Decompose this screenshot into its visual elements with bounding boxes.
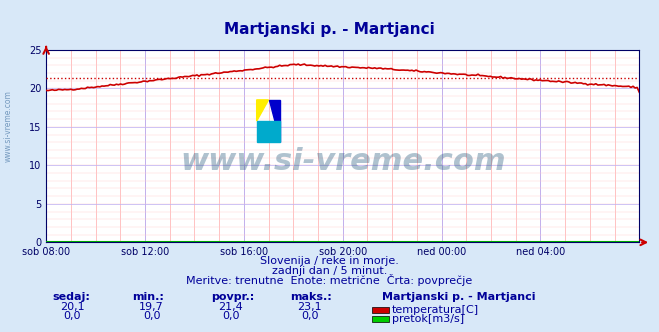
Text: 0,0: 0,0 (64, 311, 81, 321)
Text: Martjanski p. - Martjanci: Martjanski p. - Martjanci (382, 292, 536, 302)
Text: www.si-vreme.com: www.si-vreme.com (3, 90, 13, 162)
Polygon shape (257, 100, 269, 121)
Text: Martjanski p. - Martjanci: Martjanski p. - Martjanci (224, 22, 435, 38)
Text: temperatura[C]: temperatura[C] (392, 305, 479, 315)
Text: pretok[m3/s]: pretok[m3/s] (392, 314, 464, 324)
Text: 19,7: 19,7 (139, 302, 164, 312)
Text: 21,4: 21,4 (218, 302, 243, 312)
Text: 20,1: 20,1 (60, 302, 85, 312)
Text: 0,0: 0,0 (222, 311, 239, 321)
Text: maks.:: maks.: (290, 292, 331, 302)
Text: www.si-vreme.com: www.si-vreme.com (180, 147, 505, 176)
Text: 0,0: 0,0 (301, 311, 318, 321)
Text: sedaj:: sedaj: (53, 292, 90, 302)
Polygon shape (269, 100, 281, 142)
Text: min.:: min.: (132, 292, 163, 302)
Polygon shape (257, 121, 281, 142)
Text: povpr.:: povpr.: (211, 292, 254, 302)
Text: Slovenija / reke in morje.: Slovenija / reke in morje. (260, 256, 399, 266)
Text: 0,0: 0,0 (143, 311, 160, 321)
Text: Meritve: trenutne  Enote: metrične  Črta: povprečje: Meritve: trenutne Enote: metrične Črta: … (186, 274, 473, 286)
Text: zadnji dan / 5 minut.: zadnji dan / 5 minut. (272, 266, 387, 276)
Text: 23,1: 23,1 (297, 302, 322, 312)
